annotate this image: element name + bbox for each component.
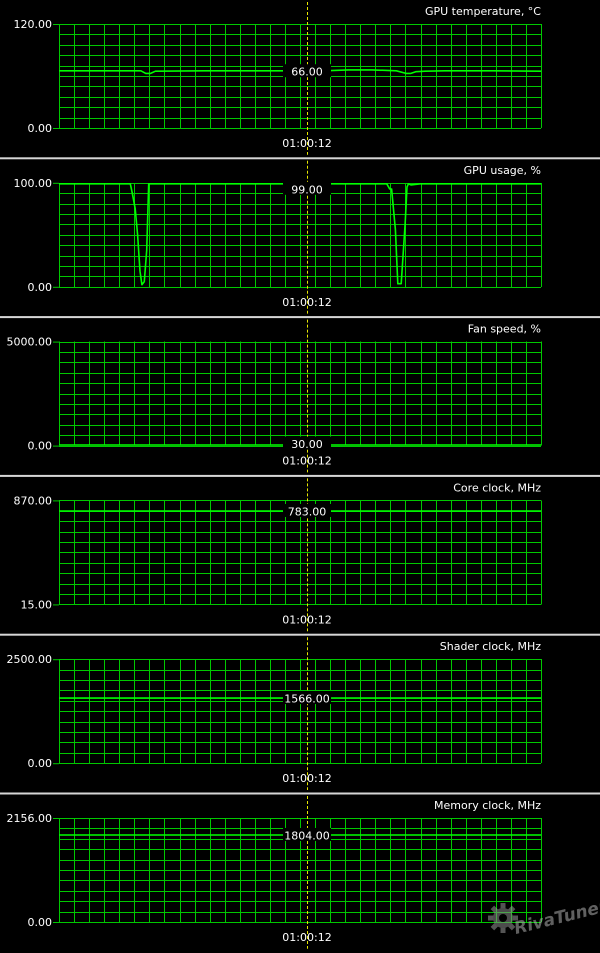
graph-title: GPU temperature, °C <box>425 5 541 18</box>
panel-separator <box>0 157 600 160</box>
graph-panel: 66.00 GPU temperature, °C 120.00 0.00 01:00:… <box>0 2 600 160</box>
graph-title: Fan speed, % <box>468 323 541 336</box>
current-value-label: 30.00 <box>291 438 323 451</box>
time-label: 01:00:12 <box>282 455 331 468</box>
y-min-label: 0.00 <box>28 440 53 453</box>
graph-panel: 99.00 GPU usage, % 100.00 0.00 01:00:12 <box>0 160 600 319</box>
y-min-label: 0.00 <box>28 122 53 135</box>
y-min-label: 15.00 <box>21 598 53 611</box>
gear-tooth <box>500 903 506 910</box>
current-value-background <box>283 503 331 517</box>
current-value-background <box>283 691 331 705</box>
graph-panel: 1804.00 Memory clock, MHz 2156.00 0.00 01:00… <box>7 796 542 949</box>
time-label: 01:00:12 <box>282 613 331 626</box>
current-value-label: 783.00 <box>288 505 327 518</box>
panel-separator <box>0 474 600 477</box>
current-value-background <box>283 827 331 841</box>
rivatuner-watermark-logo: RivaTuner <box>488 896 600 939</box>
y-max-label: 100.00 <box>14 177 53 190</box>
panel-separator <box>0 316 600 319</box>
graph-panel: 783.00 Core clock, MHz 870.00 15.00 01:00:12 <box>0 478 600 636</box>
gear-tooth <box>500 926 506 933</box>
time-label: 01:00:12 <box>282 772 331 785</box>
time-label: 01:00:12 <box>282 931 331 944</box>
time-label: 01:00:12 <box>282 296 331 309</box>
graph-panel: 1566.00 Shader clock, MHz 2500.00 0.00 01:00… <box>0 637 600 795</box>
y-max-label: 5000.00 <box>7 336 53 349</box>
y-min-label: 0.00 <box>28 281 53 294</box>
current-value-background <box>283 436 331 450</box>
plot-grid <box>59 818 542 923</box>
y-max-label: 2500.00 <box>7 653 53 666</box>
current-value-label: 99.00 <box>291 183 323 196</box>
plot-grid <box>59 659 542 764</box>
graph-title: GPU usage, % <box>464 164 541 177</box>
panel-separator <box>0 633 600 636</box>
current-value-background <box>283 64 331 78</box>
current-value-background <box>283 181 331 195</box>
time-label: 01:00:12 <box>282 137 331 150</box>
y-max-label: 120.00 <box>14 18 53 31</box>
watermark-text: RivaTuner <box>512 896 600 939</box>
current-value-label: 1804.00 <box>284 829 330 842</box>
graph-panel: 30.00 Fan speed, % 5000.00 0.00 01:00:12 <box>0 319 600 477</box>
plot-grid <box>59 182 542 288</box>
y-max-label: 870.00 <box>14 494 53 507</box>
graph-title: Memory clock, MHz <box>434 799 541 812</box>
gear-hub <box>499 914 507 922</box>
y-min-label: 0.00 <box>28 916 53 929</box>
plot-grid <box>59 500 542 605</box>
y-min-label: 0.00 <box>28 757 53 770</box>
plot-grid <box>59 24 542 129</box>
series-line <box>59 183 541 286</box>
series-line <box>59 69 542 75</box>
graph-title: Shader clock, MHz <box>440 640 541 653</box>
graph-title: Core clock, MHz <box>453 481 541 494</box>
current-value-label: 1566.00 <box>284 693 330 706</box>
plot-grid <box>59 341 542 447</box>
panel-separator <box>0 792 600 795</box>
y-max-label: 2156.00 <box>7 812 53 825</box>
current-value-label: 66.00 <box>291 66 323 79</box>
